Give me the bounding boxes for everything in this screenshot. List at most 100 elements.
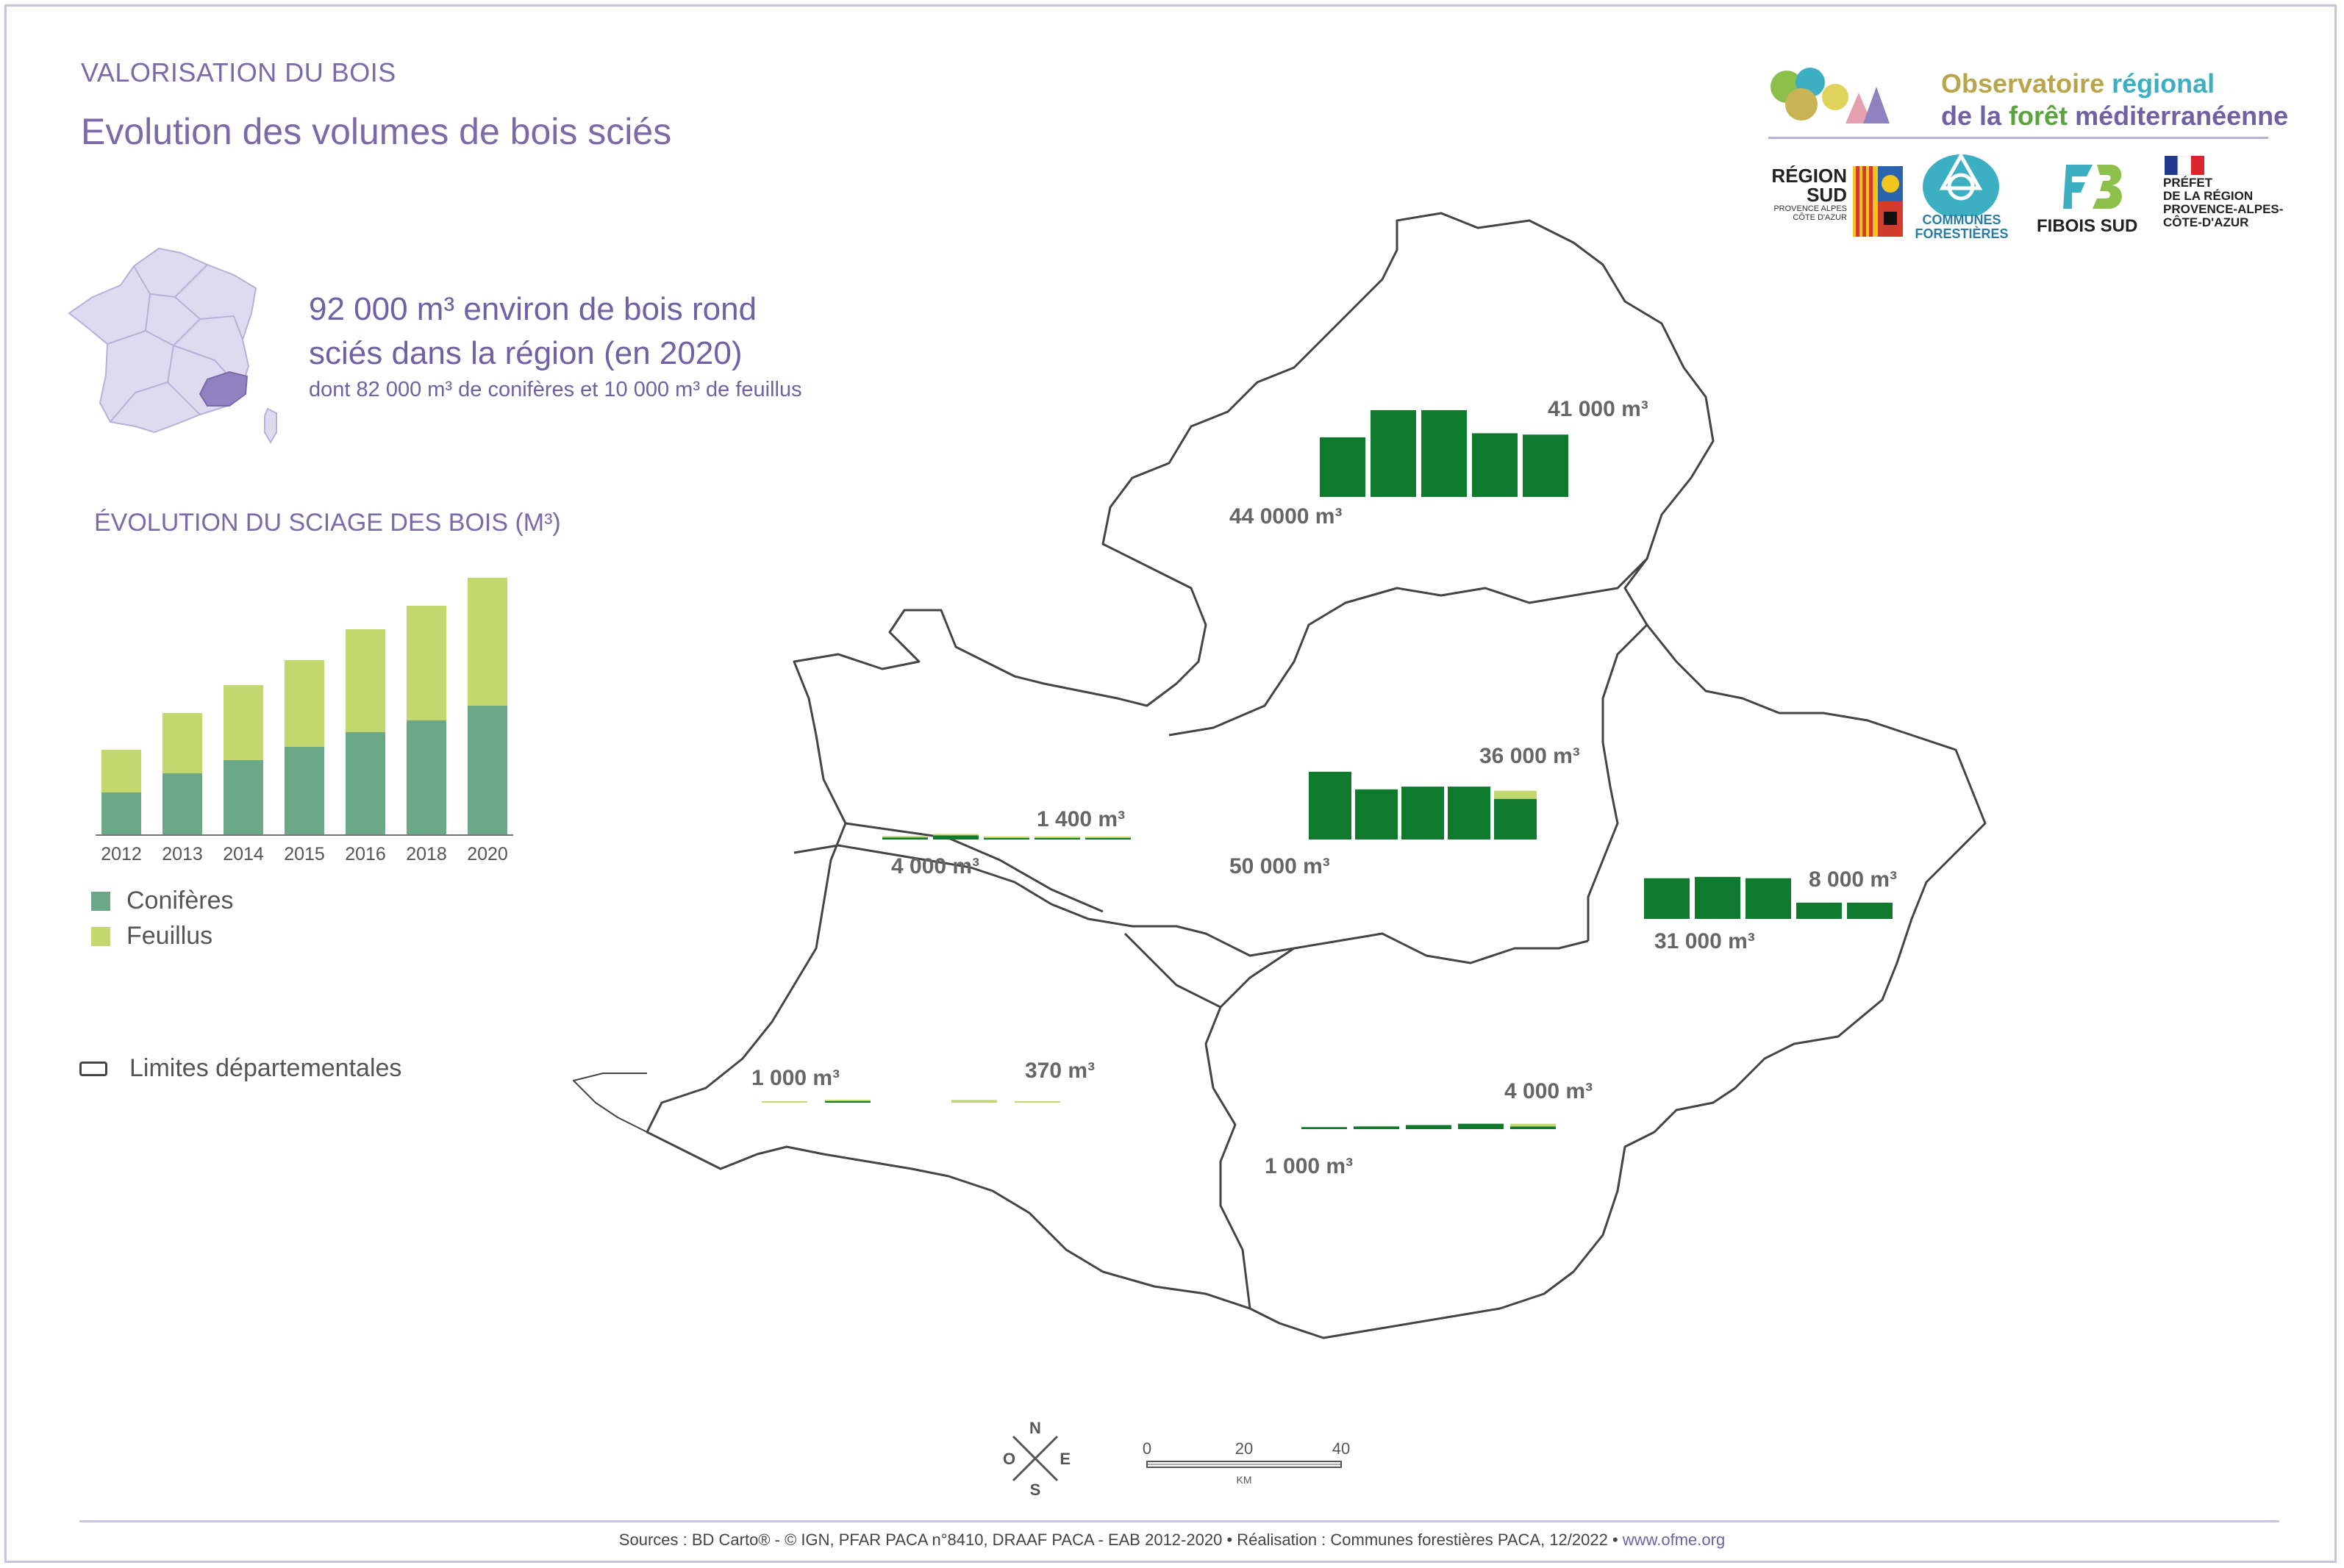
feuillus-swatch xyxy=(91,926,110,946)
compass-west: O xyxy=(1003,1450,1015,1468)
scale-tick-0: 0 xyxy=(1143,1439,1151,1458)
paca-region xyxy=(199,370,249,407)
alpes-haute-provence-bar-3-coniferes xyxy=(1448,787,1490,840)
region-sud-logo-text: RÉGION SUD PROVENCE ALPES CÔTE D'AZUR xyxy=(1771,165,1847,222)
fibois-logo-text: FIBOIS SUD xyxy=(2037,216,2138,236)
coniferes-swatch xyxy=(91,891,110,911)
bar-feuillus-2013 xyxy=(162,713,202,773)
key-figure-context: sciés dans la région (en 2020) xyxy=(309,335,743,371)
legend-boundaries-label: Limites départementales xyxy=(129,1054,402,1082)
ofme-line2: de la forêt méditerranéenne xyxy=(1941,101,2289,131)
alpes-haute-provence-bar-4-feuillus xyxy=(1494,790,1537,799)
corsica xyxy=(264,407,277,445)
x-tick-2016: 2016 xyxy=(345,844,386,864)
scale-tick-40: 40 xyxy=(1332,1439,1350,1458)
chart-title: ÉVOLUTION DU SCIAGE DES BOIS (M³) xyxy=(94,509,561,537)
bar-feuillus-2018 xyxy=(407,606,446,720)
alpes-maritimes-bar-0-coniferes xyxy=(1644,878,1690,919)
ofme-tree-2 xyxy=(1863,87,1890,123)
bar-coniferes-2020 xyxy=(468,706,507,835)
bouches-du-rhone-bar-1-coniferes xyxy=(825,1101,871,1103)
compass-rose: N S E O xyxy=(1003,1419,1071,1499)
vaucluse-bar-4-feuillus xyxy=(1085,837,1131,838)
bouches-du-rhone-bar-3-feuillus xyxy=(951,1100,997,1103)
footer-link[interactable]: www.ofme.org xyxy=(1622,1531,1726,1549)
var-label-top: 4 000 m³ xyxy=(1504,1079,1593,1103)
legend-feuillus-label: Feuillus xyxy=(126,922,213,950)
bar-coniferes-2016 xyxy=(346,732,385,835)
bar-feuillus-2014 xyxy=(224,685,263,760)
vaucluse-bar-0-coniferes xyxy=(882,837,928,840)
x-tick-2012: 2012 xyxy=(101,844,142,864)
compass-south: S xyxy=(1030,1481,1041,1499)
alpes-maritimes-bar-1-coniferes xyxy=(1695,876,1740,919)
legend-coniferes-label: Conifères xyxy=(126,887,234,914)
scale-bar: 0 20 40 KM xyxy=(1143,1439,1350,1486)
communes-forestieres-logo-text: COMMUNES FORESTIÈRES xyxy=(1915,212,2009,241)
alpes-haute-provence-nord-label-bottom: 44 0000 m³ xyxy=(1229,504,1342,529)
region-sud-flag-icon xyxy=(1853,166,1903,237)
rhone-river xyxy=(573,1073,648,1133)
bar-feuillus-2012 xyxy=(101,750,141,792)
ofme-tree-1 xyxy=(1845,93,1872,123)
scale-unit: KM xyxy=(1237,1474,1252,1486)
var-label-bottom: 1 000 m³ xyxy=(1265,1154,1353,1178)
vaucluse-bar-4-coniferes xyxy=(1085,838,1131,840)
prefet-marianne-icon xyxy=(2165,156,2204,175)
bouches-du-rhone-bar-1-feuillus xyxy=(825,1100,871,1101)
vaucluse-bar-0-feuillus xyxy=(882,836,928,838)
alpes-haute-provence-nord-bar-3-coniferes xyxy=(1472,433,1518,497)
section-title: VALORISATION DU BOIS xyxy=(81,57,396,87)
alpes-haute-provence-nord-bar-4-coniferes xyxy=(1523,434,1568,497)
ofme-logo-icon xyxy=(1770,68,1890,123)
page-title: Evolution des volumes de bois sciés xyxy=(81,111,672,152)
prefet-logo-text: PRÉFET DE LA RÉGION PROVENCE-ALPES- CÔTE… xyxy=(2163,176,2284,229)
alpes-maritimes-label-bottom: 31 000 m³ xyxy=(1654,929,1755,953)
bouches-du-rhone-bar-0-feuillus xyxy=(762,1101,807,1103)
communes-forestieres-logo-icon xyxy=(1923,151,1999,216)
bar-coniferes-2013 xyxy=(162,773,202,835)
alpes-haute-provence-nord-bar-0-coniferes xyxy=(1320,437,1365,497)
france-locator-map xyxy=(68,247,277,445)
legend-coniferes: Conifères xyxy=(91,887,234,915)
ofme-logo-text: Observatoire régional de la forêt médite… xyxy=(1941,68,2288,132)
bar-coniferes-2014 xyxy=(224,760,263,835)
footer-divider xyxy=(79,1520,2279,1522)
alpes-haute-provence-nord-bar-2-coniferes xyxy=(1421,410,1467,497)
alpes-haute-provence-bar-1-coniferes xyxy=(1355,789,1398,840)
bouches-du-rhone-label-bottom: 1 000 m³ xyxy=(751,1066,840,1090)
bar-feuillus-2016 xyxy=(346,629,385,732)
page-frame xyxy=(4,4,2337,1563)
vaucluse-label-top: 1 400 m³ xyxy=(1037,807,1125,831)
fibois-logo-icon xyxy=(2063,165,2122,209)
boundary-swatch xyxy=(79,1061,107,1076)
bar-coniferes-2018 xyxy=(407,720,446,835)
alpes-haute-provence-label-top: 36 000 m³ xyxy=(1479,744,1580,768)
bouches-du-rhone-label-top: 370 m³ xyxy=(1025,1059,1095,1083)
bar-coniferes-2015 xyxy=(285,747,324,835)
legend-feuillus: Feuillus xyxy=(91,922,212,951)
vaucluse-bar-2-coniferes xyxy=(984,838,1029,840)
alpes-maritimes-label-top: 8 000 m³ xyxy=(1809,867,1897,892)
alpes-maritimes-bar-4-coniferes xyxy=(1847,902,1893,919)
alpes-haute-provence-bar-2-coniferes xyxy=(1401,787,1444,840)
bar-coniferes-2012 xyxy=(101,792,141,835)
compass-north: N xyxy=(1029,1419,1041,1437)
alpes-haute-provence-bar-0-coniferes xyxy=(1309,771,1351,840)
region-outline xyxy=(646,212,1987,1339)
ofme-blob-4 xyxy=(1822,84,1848,110)
vaucluse-bar-1-feuillus xyxy=(933,834,979,836)
var-bar-3-coniferes xyxy=(1458,1123,1504,1129)
x-tick-2013: 2013 xyxy=(162,844,203,864)
var-bar-2-coniferes xyxy=(1406,1125,1451,1129)
alpes-maritimes-bar-2-coniferes xyxy=(1746,878,1791,919)
bar-feuillus-2020 xyxy=(468,578,507,706)
alpes-haute-provence-bar-4-coniferes xyxy=(1494,798,1537,840)
var-bar-1-coniferes xyxy=(1354,1126,1399,1129)
vaucluse-bar-3-feuillus xyxy=(1035,836,1080,838)
alpes-maritimes-bar-3-coniferes xyxy=(1796,902,1842,919)
vaucluse-bar-1-coniferes xyxy=(933,835,979,840)
department-boundaries xyxy=(793,557,1648,1309)
